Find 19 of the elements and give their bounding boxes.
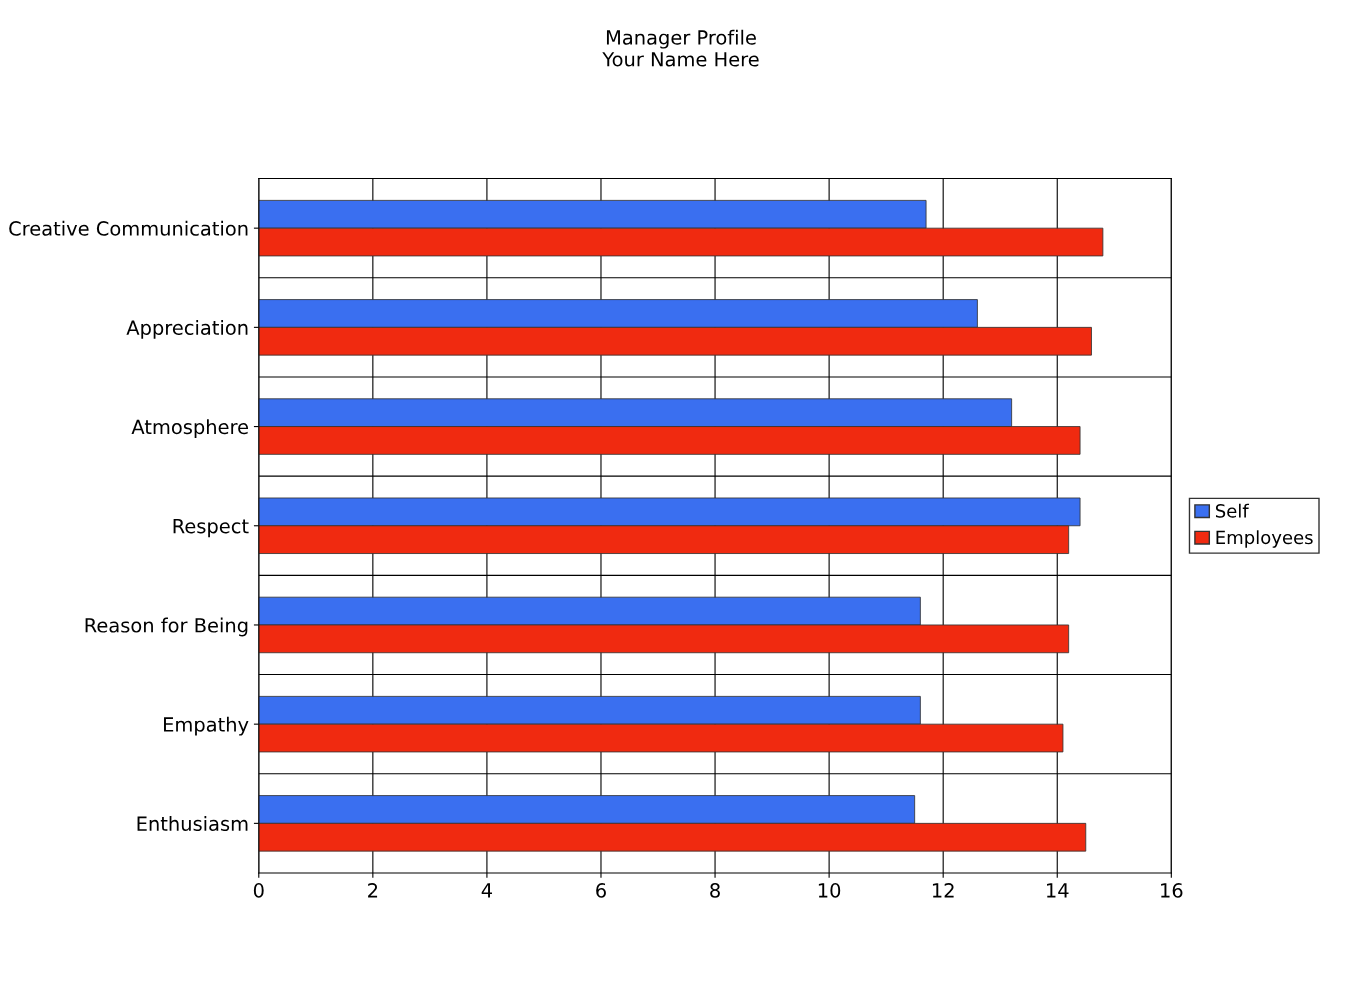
chart-title: Manager Profile Your Name Here	[602, 29, 759, 67]
x-tick-label: 12	[932, 883, 954, 898]
x-tick-label: 2	[368, 883, 378, 898]
y-tick-label: Atmosphere	[131, 419, 249, 438]
x-tick-label: 10	[818, 883, 841, 898]
x-tick-label: 4	[481, 883, 493, 898]
y-tick-label: Respect	[173, 518, 249, 538]
y-tick-label: Creative Communication	[9, 220, 248, 236]
x-tick-label: 6	[596, 883, 606, 898]
x-tick-label: 14	[1047, 883, 1069, 898]
y-tick-label: Empathy	[164, 716, 249, 736]
legend-label: Self	[1215, 503, 1250, 518]
y-tick-label: Appreciation	[126, 319, 248, 339]
legend-label: Employees	[1216, 530, 1313, 548]
x-tick-label: 0	[253, 883, 264, 898]
y-tick-label: Reason for Being	[85, 617, 248, 637]
x-tick-label: 16	[1161, 883, 1183, 898]
x-tick-label: 8	[710, 883, 720, 898]
y-tick-label: Enthusiasm	[137, 815, 248, 832]
